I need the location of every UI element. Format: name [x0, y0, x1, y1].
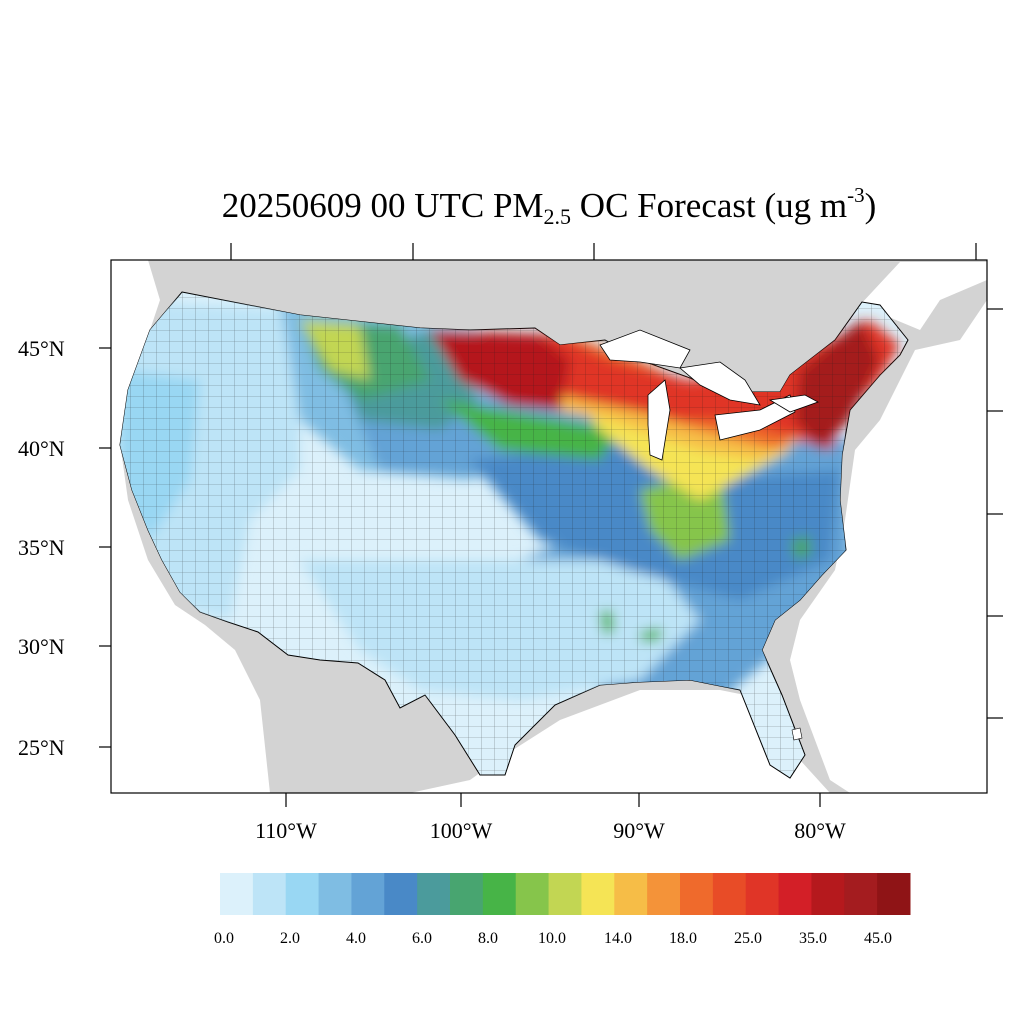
lat-label: 35°N [18, 535, 65, 560]
lat-label: 45°N [18, 336, 65, 361]
colorbar-label: 14.0 [604, 930, 632, 947]
colorbar-swatch [548, 873, 582, 915]
colorbar-swatch [515, 873, 550, 915]
colorbar-label: 18.0 [669, 930, 697, 947]
gulf-of-mexico [410, 690, 830, 793]
colorbar-swatch [811, 873, 845, 915]
map-frame [110, 259, 988, 794]
pacific-ocean [111, 260, 270, 793]
colorbar-labels: 0.0 2.0 4.0 6.0 8.0 10.0 14.0 18.0 25.0 … [214, 930, 892, 947]
colorbar-label: 45.0 [864, 930, 892, 947]
lon-label: 110°W [255, 818, 317, 843]
colorbar-swatch [614, 873, 648, 915]
latitude-labels: 45°N 40°N 35°N 30°N 25°N [18, 336, 65, 760]
colorbar-swatch [745, 873, 780, 915]
hudson-bay-water [860, 262, 987, 330]
lat-label: 25°N [18, 735, 65, 760]
lat-label: 40°N [18, 436, 65, 461]
colorbar-swatch [680, 873, 714, 915]
atlantic-ocean [790, 300, 987, 793]
colorbar-swatch [844, 873, 878, 915]
colorbar-label: 25.0 [734, 930, 762, 947]
colorbar-label: 35.0 [799, 930, 827, 947]
colorbar-swatch [417, 873, 451, 915]
longitude-labels: 110°W 100°W 90°W 80°W [255, 818, 846, 843]
colorbar-swatch [318, 873, 352, 915]
lon-label: 100°W [430, 818, 493, 843]
colorbar-swatch [285, 873, 320, 915]
colorbar-swatch [482, 873, 517, 915]
colorbar-swatch [712, 873, 747, 915]
colorbar-swatch [778, 873, 812, 915]
colorbar-swatch [647, 873, 681, 915]
colorbar [220, 873, 911, 915]
colorbar-label: 0.0 [214, 930, 234, 947]
axis-ticks [99, 243, 1003, 807]
colorbar-label: 4.0 [346, 930, 366, 947]
map-area [111, 260, 987, 793]
colorbar-label: 10.0 [538, 930, 566, 947]
colorbar-swatch [252, 873, 287, 915]
colorbar-swatch [384, 873, 418, 915]
great-lakes [599, 329, 819, 461]
colorbar-swatch [877, 873, 911, 915]
colorbar-label: 8.0 [478, 930, 498, 947]
colorbar-label: 2.0 [280, 930, 300, 947]
lat-label: 30°N [18, 634, 65, 659]
colorbar-swatch [220, 873, 254, 915]
lon-label: 90°W [613, 818, 665, 843]
colorbar-label: 6.0 [412, 930, 432, 947]
map-title: 20250609 00 UTC PM2.5 OC Forecast (ug m-… [221, 183, 877, 229]
colorbar-swatch [581, 873, 615, 915]
colorbar-swatch [351, 873, 385, 915]
lon-label: 80°W [794, 818, 846, 843]
colorbar-swatch [450, 873, 484, 915]
lake-okeechobee [791, 727, 803, 741]
